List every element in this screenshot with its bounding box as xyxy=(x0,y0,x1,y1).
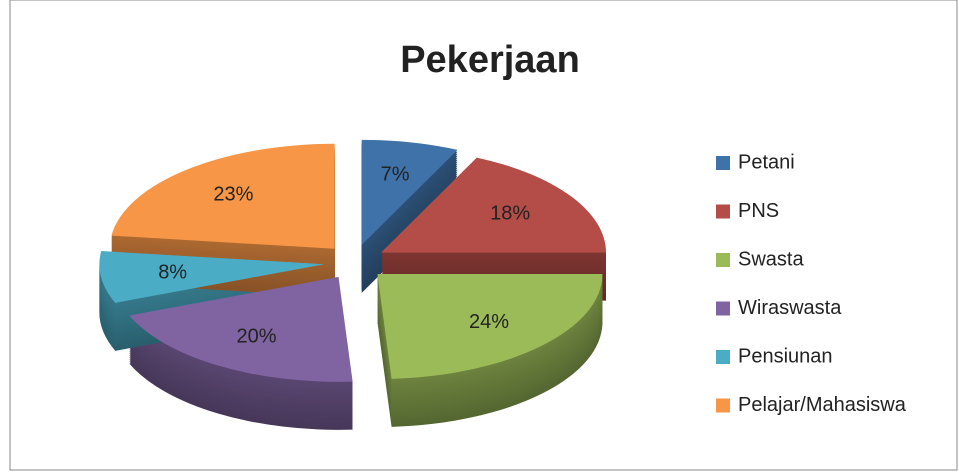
data-label: 20% xyxy=(236,325,276,347)
data-label: 18% xyxy=(490,203,530,225)
data-label: 8% xyxy=(158,261,187,283)
data-label: 24% xyxy=(469,311,509,333)
pie-slice xyxy=(377,274,603,379)
legend-label: PNS xyxy=(738,200,779,222)
legend-label: Swasta xyxy=(738,248,804,270)
data-label: 23% xyxy=(213,184,253,206)
legend-label: Petani xyxy=(738,151,795,173)
legend-swatch xyxy=(716,350,730,364)
legend-swatch xyxy=(716,398,730,413)
pie-slice xyxy=(99,251,325,303)
legend-label: Pelajar/Mahasiswa xyxy=(738,394,907,416)
pie-slice xyxy=(381,157,607,253)
legend-swatch xyxy=(716,156,730,170)
legend-swatch xyxy=(716,204,730,219)
pie-slice xyxy=(129,276,353,382)
legend-swatch xyxy=(716,301,730,316)
chart-title: Pekerjaan xyxy=(400,39,580,81)
pie-slice xyxy=(361,139,458,245)
legend-label: Pensiunan xyxy=(738,345,833,367)
legend-swatch xyxy=(716,253,730,267)
data-label: 7% xyxy=(381,163,410,185)
pie-slice xyxy=(111,143,335,249)
legend-label: Wiraswasta xyxy=(738,297,842,319)
